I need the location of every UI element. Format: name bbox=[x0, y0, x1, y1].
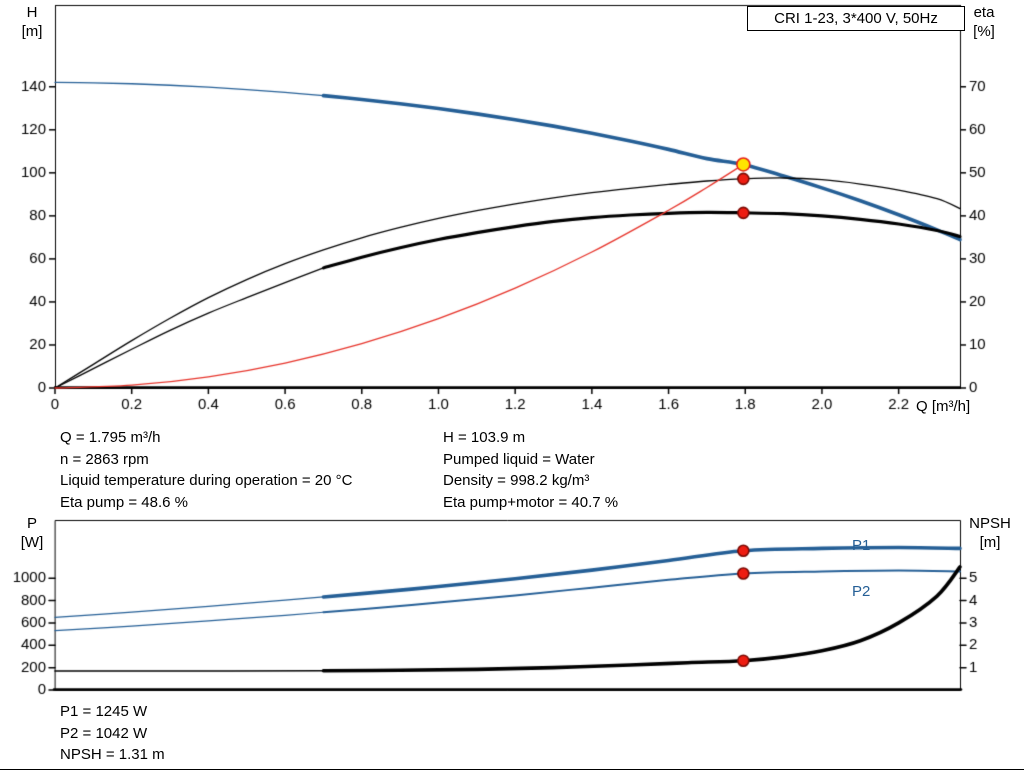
npsh-axis-symbol: NPSH bbox=[969, 515, 1011, 532]
q-axis-label: Q [m³/h] bbox=[916, 398, 971, 415]
eta-axis-symbol: eta bbox=[973, 4, 995, 21]
duty-info-left-column: Q = 1.795 m³/h n = 2863 rpm Liquid tempe… bbox=[60, 427, 352, 513]
info-liquid-temperature: Liquid temperature during operation = 20… bbox=[60, 472, 353, 489]
info-eta-pump: Eta pump = 48.6 % bbox=[60, 493, 188, 511]
eta-axis-unit: [%] bbox=[973, 23, 995, 40]
h-axis-unit: [m] bbox=[21, 23, 43, 40]
info-density: Density = 998.2 kg/m³ bbox=[443, 472, 590, 489]
info-p2: P2 = 1042 W bbox=[60, 724, 148, 742]
npsh-axis-label: NPSH [m] bbox=[960, 514, 1020, 552]
p1-curve-label: P1 bbox=[852, 537, 871, 554]
p-axis-unit: [W] bbox=[20, 534, 44, 551]
npsh-axis-unit: [m] bbox=[979, 534, 1001, 551]
p2-curve-label: P2 bbox=[852, 583, 871, 600]
pump-title-box: CRI 1-23, 3*400 V, 50Hz bbox=[747, 6, 965, 31]
power-npsh-info: P1 = 1245 W P2 = 1042 W NPSH = 1.31 m bbox=[60, 701, 165, 766]
info-p1: P1 = 1245 W bbox=[60, 703, 148, 720]
info-flow: Q = 1.795 m³/h bbox=[60, 429, 161, 446]
h-axis-symbol: H bbox=[26, 4, 38, 21]
info-head: H = 103.9 m bbox=[443, 429, 526, 446]
duty-info-right-column: H = 103.9 m Pumped liquid = Water Densit… bbox=[443, 427, 618, 513]
footer-divider bbox=[0, 769, 1024, 770]
p-axis-symbol: P bbox=[26, 515, 37, 532]
info-npsh: NPSH = 1.31 m bbox=[60, 746, 165, 763]
info-speed: n = 2863 rpm bbox=[60, 450, 149, 468]
p-axis-label: P [W] bbox=[13, 514, 51, 552]
info-eta-pump-motor: Eta pump+motor = 40.7 % bbox=[443, 493, 619, 511]
eta-axis-label: eta [%] bbox=[961, 3, 1007, 41]
info-pumped-liquid: Pumped liquid = Water bbox=[443, 450, 595, 468]
h-axis-label: H [m] bbox=[13, 3, 51, 41]
